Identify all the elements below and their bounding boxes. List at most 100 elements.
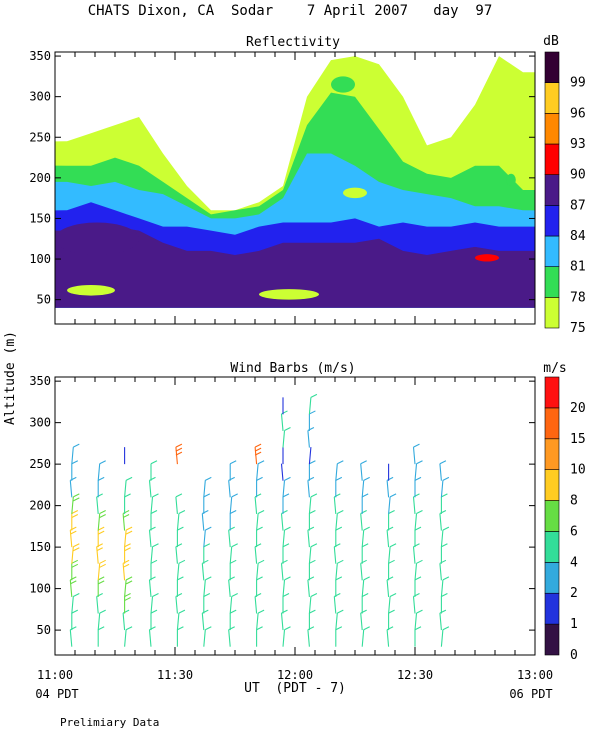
reflectivity-colorbar-swatch <box>544 297 560 329</box>
wind-colorbar-swatch <box>544 500 560 532</box>
reflectivity-y-tick-label: 100 <box>29 252 51 266</box>
wind-barbs-panel: 50 100 150 200 250 300 350 11:00 11:30 12:00 12:30… <box>29 374 553 682</box>
wind-y-tick-label: 250 <box>29 457 51 471</box>
wind-barb <box>203 626 212 647</box>
wind-barb <box>308 493 318 514</box>
wind-barb <box>150 609 158 631</box>
wind-barb <box>308 593 318 614</box>
wind-barb <box>96 593 103 614</box>
reflectivity-y-tick-label: 200 <box>29 171 51 185</box>
wind-barb <box>176 626 184 647</box>
wind-barb <box>69 626 77 647</box>
x-tick-label: 11:00 <box>37 668 73 682</box>
reflectivity-colorbar-label: 90 <box>570 168 586 183</box>
wind-barb <box>201 609 209 631</box>
wind-barb <box>176 526 184 548</box>
wind-barb <box>97 609 106 631</box>
wind-barb <box>148 626 156 647</box>
wind-barb <box>414 526 422 548</box>
wind-barb <box>360 559 367 581</box>
wind-barb <box>124 626 133 647</box>
wind-barb <box>308 510 316 531</box>
wind-barb <box>97 460 106 481</box>
wind-barb <box>388 559 395 581</box>
wind-y-tick-label: 100 <box>29 582 51 596</box>
wind-barb <box>307 576 315 597</box>
wind-barb <box>203 476 212 498</box>
reflectivity-y-tick-label: 350 <box>29 49 51 63</box>
wind-barb <box>414 559 423 581</box>
wind-barb <box>203 493 211 514</box>
wind-barb <box>360 510 367 531</box>
wind-barb <box>97 510 106 531</box>
wind-barb <box>280 559 288 581</box>
wind-barb <box>280 510 288 531</box>
wind-y-tick-label: 350 <box>29 374 51 388</box>
x-tick-label: 12:00 <box>277 668 313 682</box>
wind-barb <box>150 543 159 564</box>
wind-barb <box>71 493 80 514</box>
wind-barb <box>254 443 262 465</box>
wind-barb <box>386 576 394 597</box>
reflectivity-colorbar-swatch <box>544 51 560 83</box>
wind-barb <box>148 476 156 498</box>
wind-barb <box>282 543 290 564</box>
wind-barb <box>122 559 130 581</box>
wind-barb <box>256 609 265 631</box>
wind-colorbar-label: 2 <box>570 586 578 601</box>
wind-barb <box>412 443 420 465</box>
wind-colorbar-label: 0 <box>570 648 578 663</box>
wind-barb <box>361 576 370 597</box>
wind-barb <box>256 576 263 597</box>
reflectivity-cell-3 <box>331 76 355 93</box>
wind-barb <box>335 626 343 647</box>
wind-barb <box>440 526 450 548</box>
wind-barb <box>97 526 105 548</box>
wind-barb <box>282 626 291 647</box>
reflectivity-colorbar-swatch <box>544 205 560 237</box>
reflectivity-y-tick-label: 50 <box>37 293 51 307</box>
wind-colorbar-swatch <box>544 562 560 594</box>
wind-barb <box>282 593 290 614</box>
wind-colorbar-label: 10 <box>570 463 586 478</box>
x-right-note: 06 PDT <box>509 687 552 701</box>
wind-barb <box>256 559 265 581</box>
wind-barb <box>335 476 343 498</box>
wind-barb <box>175 443 183 465</box>
wind-barb <box>388 609 395 631</box>
wind-barb <box>150 493 159 514</box>
wind-barb <box>361 526 370 548</box>
wind-barb <box>308 460 316 481</box>
wind-barb <box>229 609 237 631</box>
wind-barb <box>71 593 80 614</box>
wind-barb <box>414 576 422 597</box>
reflectivity-cell-1 <box>55 222 139 255</box>
wind-barb <box>71 559 79 581</box>
wind-barb <box>439 460 447 481</box>
wind-colorbar-swatch <box>544 531 560 563</box>
wind-barb <box>333 493 341 514</box>
x-tick-label: 11:30 <box>157 668 193 682</box>
wind-barb <box>360 460 367 481</box>
wind-colorbar-swatch <box>544 438 560 470</box>
reflectivity-colorbar: 75 78 81 84 87 90 93 96 99 <box>544 51 586 336</box>
reflectivity-y-tick-label: 150 <box>29 211 51 225</box>
wind-barb <box>282 493 290 514</box>
wind-colorbar-label: 6 <box>570 524 578 539</box>
wind-barb <box>335 526 343 548</box>
wind-barb <box>229 593 238 614</box>
wind-barb <box>282 526 291 548</box>
wind-barb <box>228 476 235 498</box>
wind-barb <box>361 593 369 614</box>
wind-barb <box>307 476 315 498</box>
wind-barb <box>412 593 420 614</box>
wind-barb <box>124 476 133 498</box>
reflectivity-contour-87db <box>55 226 535 308</box>
wind-barb <box>176 576 184 597</box>
wind-barb <box>282 427 291 448</box>
page-title: CHATS Dixon, CA Sodar 7 April 2007 day 9… <box>88 3 493 19</box>
reflectivity-colorbar-label: 87 <box>570 198 586 213</box>
wind-barb <box>203 593 211 614</box>
wind-barb <box>71 443 80 465</box>
reflectivity-colorbar-label: 99 <box>570 76 586 91</box>
